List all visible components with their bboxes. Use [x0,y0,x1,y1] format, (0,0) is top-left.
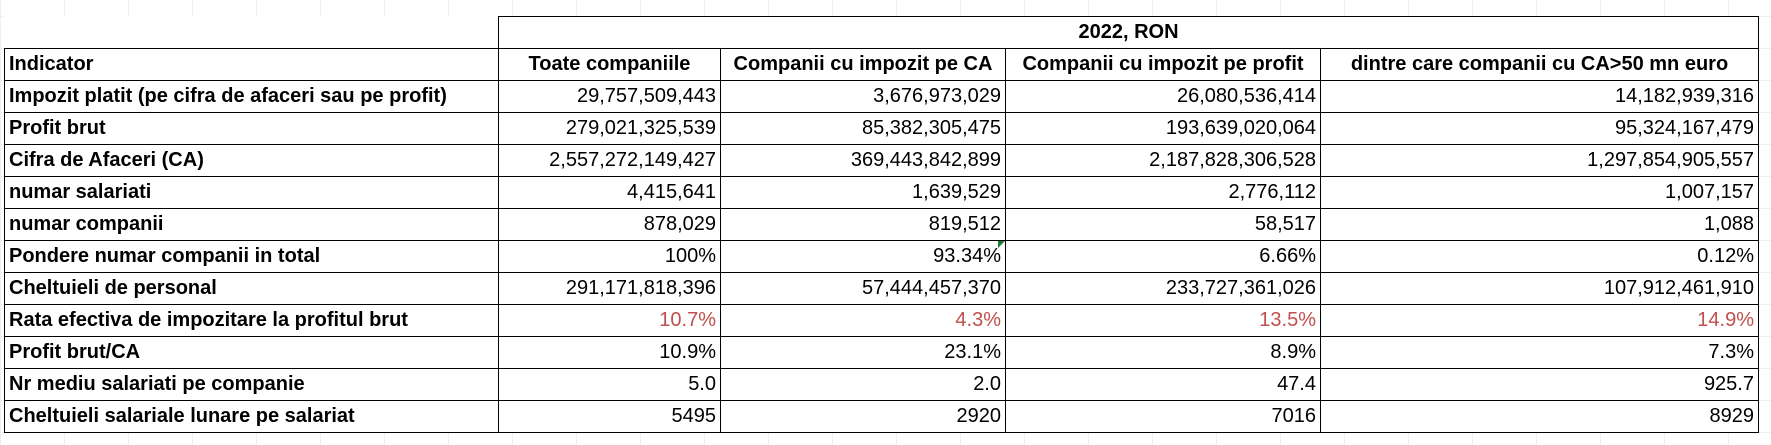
column-header-row: Indicator Toate companiile Companii cu i… [4,48,1759,81]
table-cell[interactable]: 8929 [1320,400,1759,433]
row-label[interactable]: Cifra de Afaceri (CA) [4,144,499,177]
header-impozit-profit[interactable]: Companii cu impozit pe profit [1005,48,1321,81]
table-cell[interactable]: 2.0 [720,368,1006,401]
table-cell[interactable]: 1,639,529 [720,176,1006,209]
table-cell[interactable]: 4,415,641 [498,176,721,209]
table-cell[interactable]: 291,171,818,396 [498,272,721,305]
table-cell[interactable]: 2,187,828,306,528 [1005,144,1321,177]
table-cell[interactable]: 2,557,272,149,427 [498,144,721,177]
header-toate-companiile[interactable]: Toate companiile [498,48,721,81]
table-row: Nr mediu salariati pe companie 5.0 2.0 4… [4,368,1759,401]
table-cell[interactable]: 369,443,842,899 [720,144,1006,177]
table-row: numar salariati 4,415,641 1,639,529 2,77… [4,176,1759,209]
table-cell-highlighted[interactable]: 4.3% [720,304,1006,337]
table-row: Cheltuieli salariale lunare pe salariat … [4,400,1759,433]
table-row: Rata efectiva de impozitare la profitul … [4,304,1759,337]
table-cell[interactable]: 1,088 [1320,208,1759,241]
table-cell[interactable]: 23.1% [720,336,1006,369]
table-cell-highlighted[interactable]: 14.9% [1320,304,1759,337]
table-cell[interactable]: 7016 [1005,400,1321,433]
table-cell[interactable]: 2,776,112 [1005,176,1321,209]
table-cell[interactable]: 0.12% [1320,240,1759,273]
table-row: Cheltuieli de personal 291,171,818,396 5… [4,272,1759,305]
table-cell[interactable]: 233,727,361,026 [1005,272,1321,305]
table-cell[interactable]: 193,639,020,064 [1005,112,1321,145]
table-row: Pondere numar companii in total 100% 93.… [4,240,1759,273]
row-label[interactable]: Nr mediu salariati pe companie [4,368,499,401]
row-label[interactable]: Profit brut [4,112,499,145]
row-label[interactable]: Cheltuieli salariale lunare pe salariat [4,400,499,433]
group-header-cell[interactable]: 2022, RON [498,16,1759,49]
table-cell[interactable]: 878,029 [498,208,721,241]
row-label[interactable]: numar salariati [4,176,499,209]
table-cell-highlighted[interactable]: 10.7% [498,304,721,337]
header-ca-peste-50mn[interactable]: dintre care companii cu CA>50 mn euro [1320,48,1759,81]
table-cell[interactable]: 279,021,325,539 [498,112,721,145]
table-cell[interactable]: 925.7 [1320,368,1759,401]
table-cell-with-comment[interactable]: 93.34% [720,240,1006,273]
data-table: 2022, RON Indicator Toate companiile Com… [4,16,1759,433]
table-cell[interactable]: 1,297,854,905,557 [1320,144,1759,177]
table-cell[interactable]: 47.4 [1005,368,1321,401]
row-label[interactable]: Profit brut/CA [4,336,499,369]
table-cell[interactable]: 8.9% [1005,336,1321,369]
row-label[interactable]: Impozit platit (pe cifra de afaceri sau … [4,80,499,113]
table-cell-highlighted[interactable]: 13.5% [1005,304,1321,337]
cell-value: 93.34% [933,245,1001,267]
table-cell[interactable]: 57,444,457,370 [720,272,1006,305]
header-impozit-ca[interactable]: Companii cu impozit pe CA [720,48,1006,81]
table-row: Cifra de Afaceri (CA) 2,557,272,149,427 … [4,144,1759,177]
comment-indicator-icon [998,241,1005,248]
table-cell[interactable]: 3,676,973,029 [720,80,1006,113]
table-cell[interactable]: 7.3% [1320,336,1759,369]
group-header-row: 2022, RON [4,16,1759,49]
row-label[interactable]: Pondere numar companii in total [4,240,499,273]
table-row: numar companii 878,029 819,512 58,517 1,… [4,208,1759,241]
table-cell[interactable]: 58,517 [1005,208,1321,241]
table-cell[interactable]: 5.0 [498,368,721,401]
table-row: Profit brut 279,021,325,539 85,382,305,4… [4,112,1759,145]
table-cell[interactable]: 107,912,461,910 [1320,272,1759,305]
table-row: Impozit platit (pe cifra de afaceri sau … [4,80,1759,113]
table-cell[interactable]: 100% [498,240,721,273]
row-label[interactable]: Cheltuieli de personal [4,272,499,305]
table-cell[interactable]: 819,512 [720,208,1006,241]
table-cell[interactable]: 5495 [498,400,721,433]
table-cell[interactable]: 95,324,167,479 [1320,112,1759,145]
row-label[interactable]: Rata efectiva de impozitare la profitul … [4,304,499,337]
row-label[interactable]: numar companii [4,208,499,241]
table-cell[interactable]: 1,007,157 [1320,176,1759,209]
table-cell[interactable]: 14,182,939,316 [1320,80,1759,113]
table-row: Profit brut/CA 10.9% 23.1% 8.9% 7.3% [4,336,1759,369]
table-cell[interactable]: 85,382,305,475 [720,112,1006,145]
table-cell[interactable]: 29,757,509,443 [498,80,721,113]
table-cell[interactable]: 6.66% [1005,240,1321,273]
table-cell[interactable]: 10.9% [498,336,721,369]
header-indicator[interactable]: Indicator [4,48,499,81]
table-cell[interactable]: 2920 [720,400,1006,433]
empty-corner-cell[interactable] [4,16,499,49]
table-cell[interactable]: 26,080,536,414 [1005,80,1321,113]
